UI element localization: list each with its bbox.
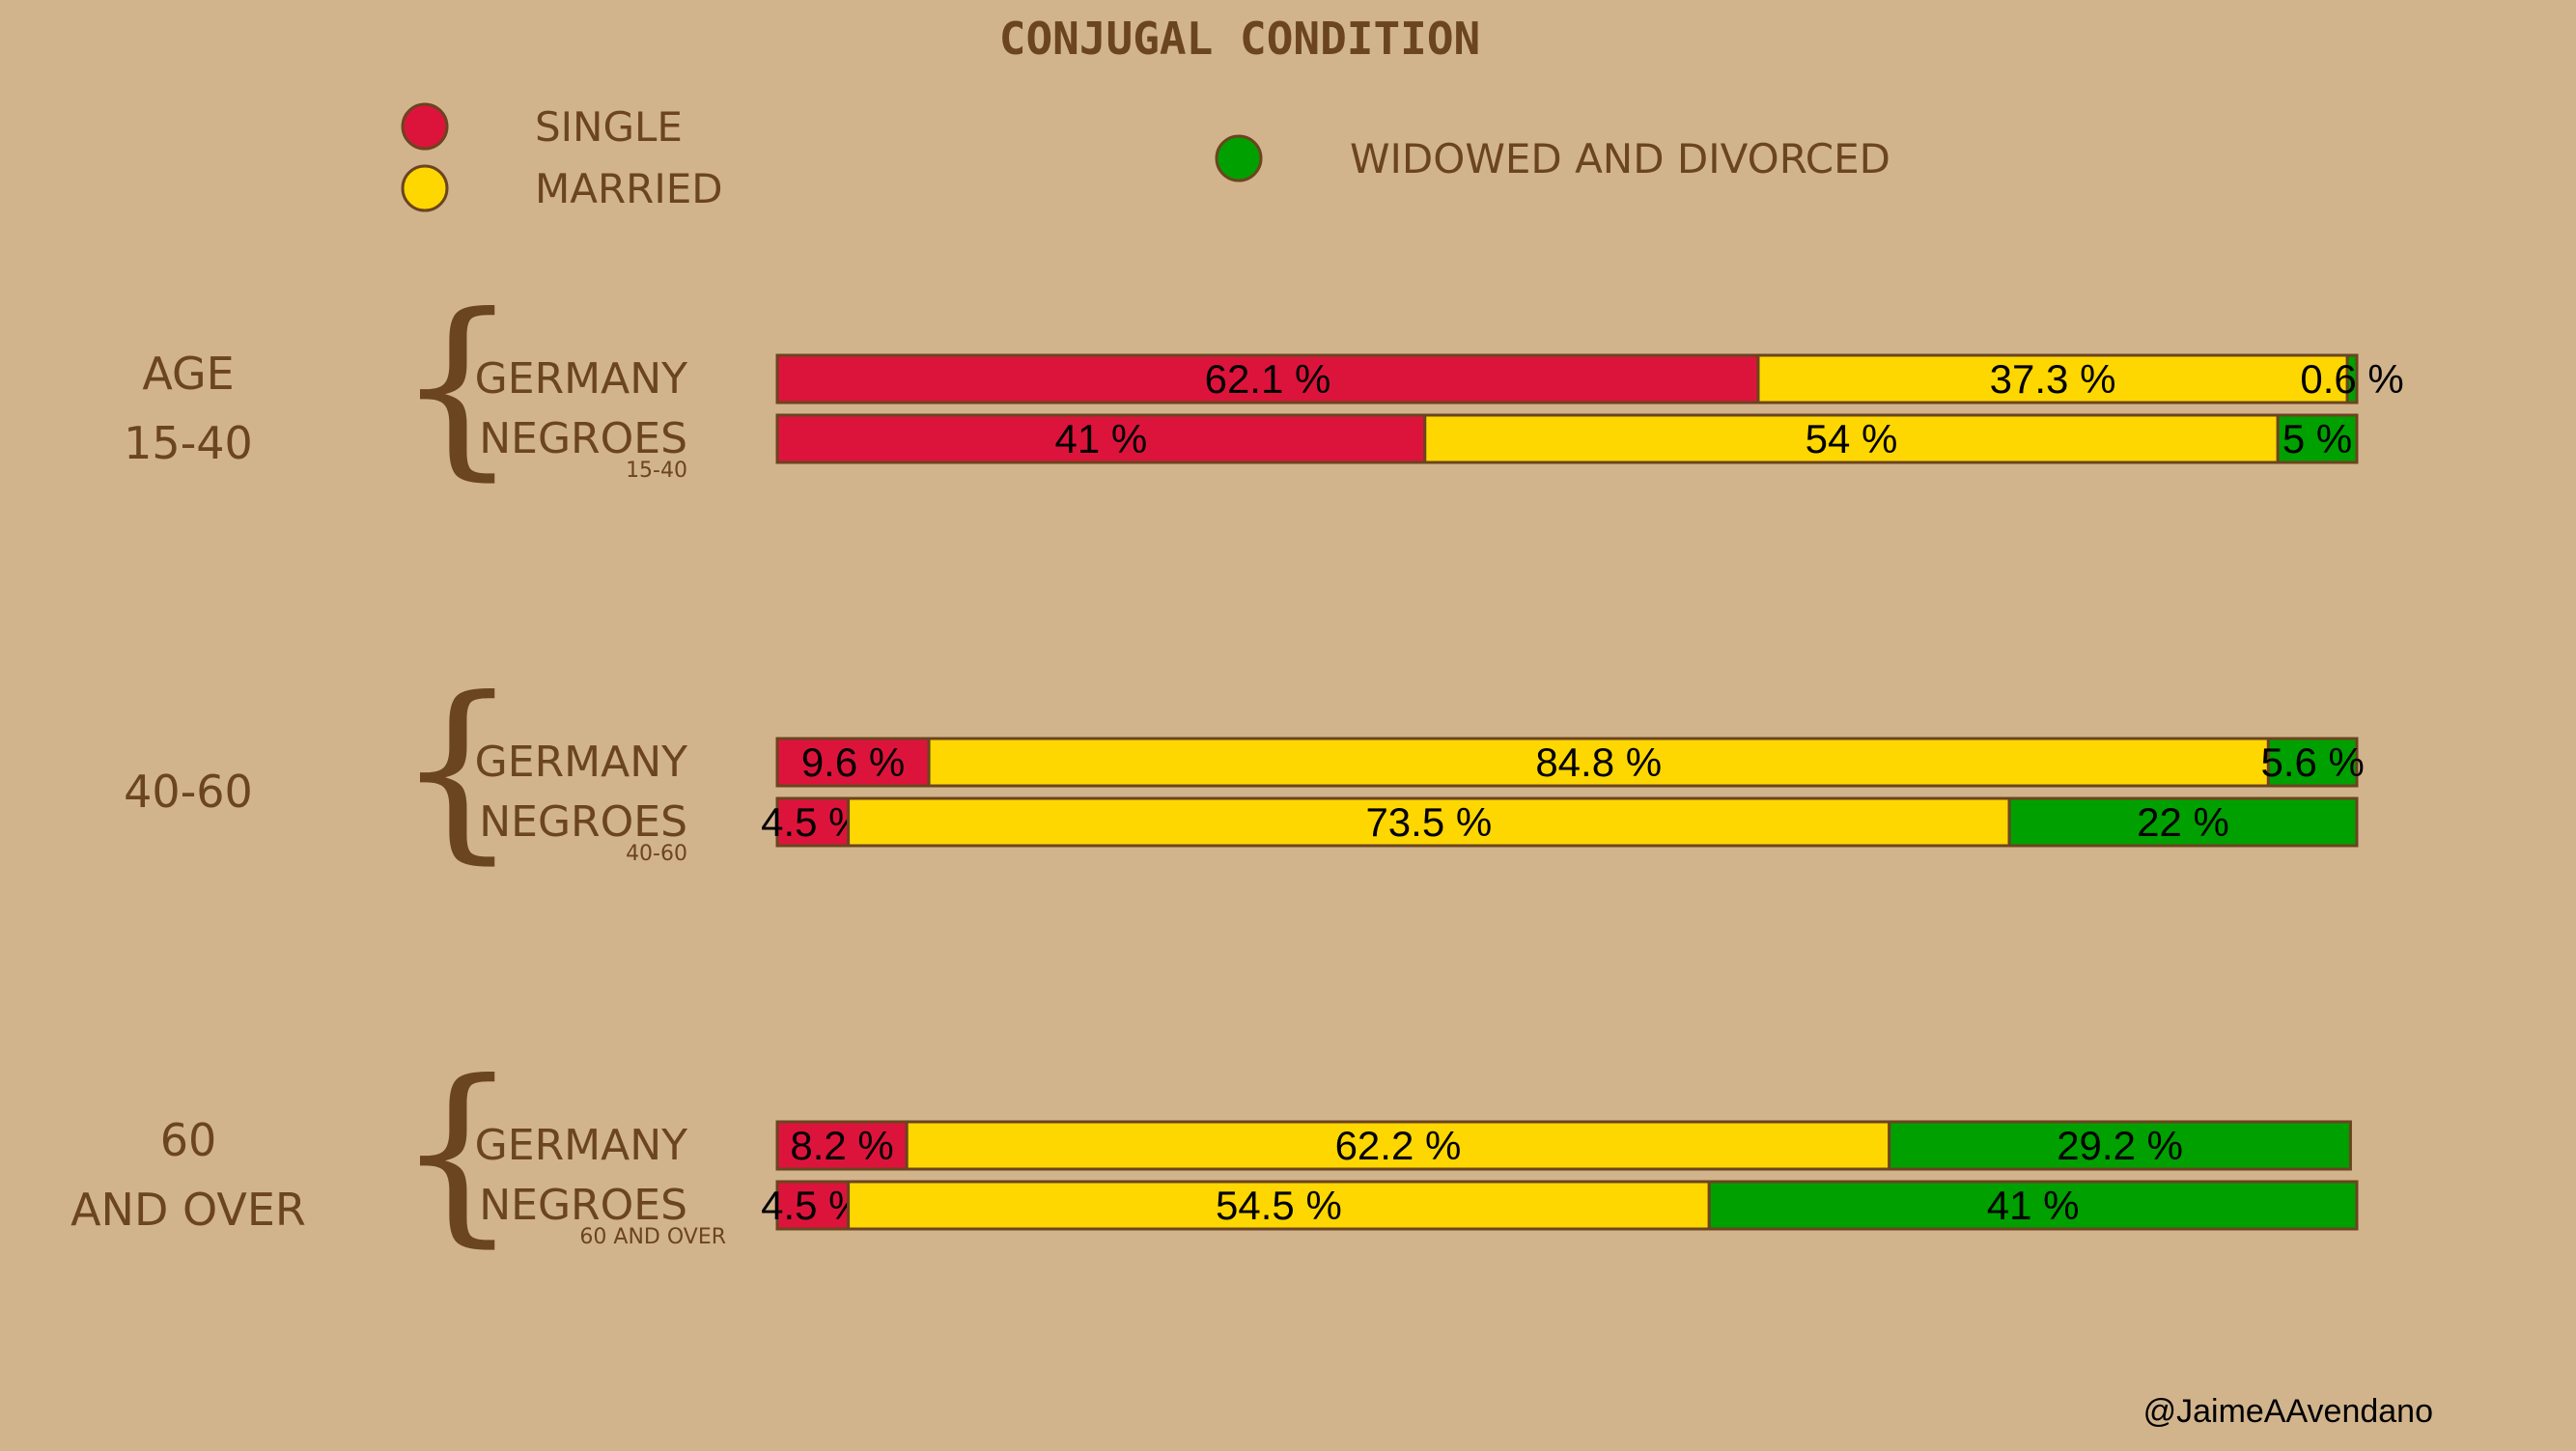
group-sublabel: 60 AND OVER bbox=[579, 1225, 726, 1249]
row-label: GERMANY bbox=[475, 1121, 687, 1170]
group-brace: { bbox=[396, 273, 518, 498]
bar-value-label: 54 % bbox=[1806, 416, 1898, 461]
group-brace: { bbox=[396, 1040, 518, 1265]
bar-value-label: 84.8 % bbox=[1535, 739, 1662, 785]
group-sublabel: 15-40 bbox=[626, 459, 687, 483]
age-group-label: AGE bbox=[142, 348, 234, 400]
bar-segment bbox=[927, 737, 2270, 788]
credit-label: @JaimeAAvendano bbox=[2143, 1393, 2433, 1430]
bar-value-label: 9.6 % bbox=[801, 739, 905, 785]
bar-segment bbox=[847, 796, 2011, 848]
bar-value-label: 5.6 % bbox=[2260, 739, 2364, 785]
row-label: GERMANY bbox=[475, 738, 687, 787]
age-group-label: 40-60 bbox=[124, 766, 253, 818]
age-group-label: 60 bbox=[160, 1114, 217, 1166]
bar-segment bbox=[2276, 413, 2359, 464]
bar-value-label: 22 % bbox=[2137, 799, 2229, 845]
legend-marker bbox=[1215, 134, 1263, 182]
bar-value-label: 8.2 % bbox=[790, 1123, 893, 1168]
bar-segment bbox=[775, 413, 1427, 464]
bar-segment bbox=[775, 796, 851, 848]
bar-segment bbox=[905, 1120, 1891, 1171]
row-label: NEGROES bbox=[479, 1181, 687, 1230]
bar-value-label: 54.5 % bbox=[1216, 1183, 1342, 1228]
age-group: AGE 15-40 {15-40 GERMANY 62.1 % 37.3 % 0.6 % NE… bbox=[124, 273, 2404, 498]
bar-value-label: 37.3 % bbox=[1990, 356, 2116, 402]
bar-value-label: 29.2 % bbox=[2057, 1123, 2183, 1168]
legend-marker bbox=[401, 164, 449, 212]
bar-segment bbox=[775, 1180, 851, 1231]
bar-segment bbox=[775, 1120, 909, 1171]
bar-segment bbox=[775, 353, 1760, 405]
age-group: 60 AND OVER {60 AND OVER GERMANY 8.2 % 62.2 %… bbox=[70, 1040, 2359, 1265]
bar-value-label: 41 % bbox=[1055, 416, 1148, 461]
row-label: GERMANY bbox=[475, 354, 687, 404]
chart-title: CONJUGAL CONDITION bbox=[999, 13, 1481, 65]
bar-segment bbox=[2007, 796, 2359, 848]
legend-label: WIDOWED AND DIVORCED bbox=[1350, 135, 1890, 182]
legend: SINGLE MARRIED WIDOWED AND DIVORCED bbox=[401, 102, 1890, 212]
bar-segment bbox=[1888, 1120, 2352, 1171]
bar-value-label: 41 % bbox=[1987, 1183, 2080, 1228]
bar-value-label: 5 % bbox=[2282, 416, 2352, 461]
bar-groups: AGE 15-40 {15-40 GERMANY 62.1 % 37.3 % 0.6 % NE… bbox=[70, 273, 2404, 1265]
bar-segment bbox=[1423, 413, 2280, 464]
bar-segment bbox=[847, 1180, 1711, 1231]
legend-label: MARRIED bbox=[535, 165, 723, 212]
legend-label: SINGLE bbox=[535, 103, 683, 151]
age-group: 40-60 {40-60 GERMANY 9.6 % 84.8 % 5.6 % NEGROE… bbox=[124, 656, 2365, 881]
age-group-label: AND OVER bbox=[70, 1184, 306, 1236]
group-brace: { bbox=[396, 656, 518, 881]
row-label: NEGROES bbox=[479, 797, 687, 847]
bar-value-label: 62.1 % bbox=[1205, 356, 1331, 402]
bar-value-label: 0.6 % bbox=[2300, 356, 2403, 402]
bar-segment bbox=[2266, 737, 2359, 788]
legend-marker bbox=[401, 102, 449, 151]
age-group-label: 15-40 bbox=[124, 417, 253, 469]
bar-value-label: 73.5 % bbox=[1365, 799, 1492, 845]
group-sublabel: 40-60 bbox=[626, 842, 687, 866]
bar-value-label: 62.2 % bbox=[1335, 1123, 1462, 1168]
bar-segment bbox=[2345, 353, 2359, 405]
row-label: NEGROES bbox=[479, 414, 687, 463]
bar-segment bbox=[1707, 1180, 2359, 1231]
